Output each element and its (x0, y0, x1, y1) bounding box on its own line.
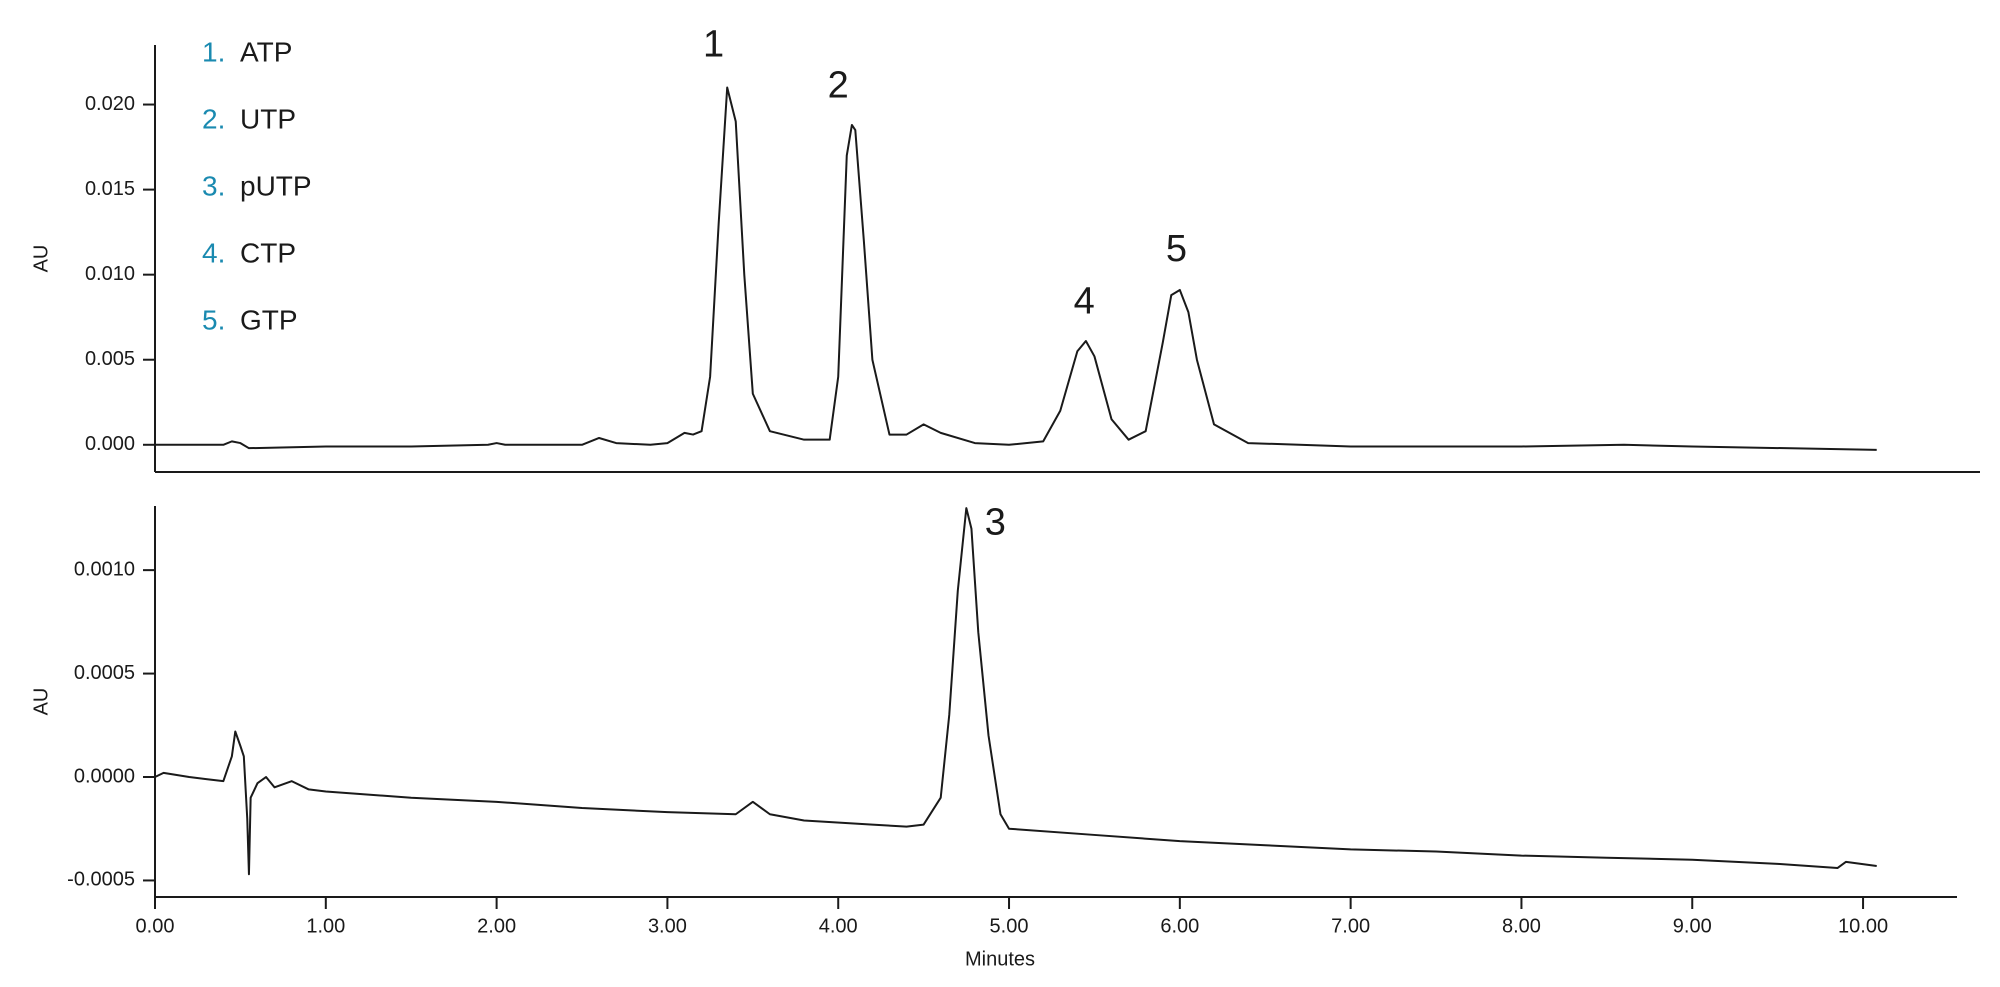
x-tick-label: 10.00 (1838, 915, 1888, 937)
y-tick-label: 0.0010 (74, 558, 135, 580)
legend-number: 5. (202, 304, 225, 335)
legend-label: UTP (240, 103, 296, 134)
y-tick-label: 0.015 (85, 178, 135, 200)
legend-label: CTP (240, 237, 296, 268)
trace (154, 507, 1877, 876)
legend-number: 4. (202, 237, 225, 268)
x-tick-label: 3.00 (648, 915, 687, 937)
legend-label: GTP (240, 304, 298, 335)
x-tick-label: 9.00 (1673, 915, 1712, 937)
y-tick-label: 0.005 (85, 348, 135, 370)
y-axis-title: AU (30, 688, 52, 716)
legend-number: 3. (202, 170, 225, 201)
peak-label: 1 (703, 24, 724, 66)
x-axis-title: Minutes (965, 948, 1035, 970)
y-tick-label: 0.0005 (74, 662, 135, 684)
x-tick-label: 6.00 (1160, 915, 1199, 937)
legend-number: 2. (202, 103, 225, 134)
x-tick-label: 1.00 (306, 915, 345, 937)
legend-label: ATP (240, 36, 292, 67)
legend-number: 1. (202, 36, 225, 67)
x-tick-label: 5.00 (990, 915, 1029, 937)
peak-label: 4 (1074, 281, 1095, 323)
y-tick-label: 0.000 (85, 433, 135, 455)
y-tick-label: 0.020 (85, 93, 135, 115)
legend-label: pUTP (240, 170, 312, 201)
peak-label: 5 (1166, 228, 1187, 270)
y-axis-title: AU (30, 245, 52, 273)
x-tick-label: 7.00 (1331, 915, 1370, 937)
y-tick-label: 0.0000 (74, 765, 135, 787)
peak-label: 2 (828, 65, 849, 107)
y-tick-label: -0.0005 (67, 869, 135, 891)
x-tick-label: 2.00 (477, 915, 516, 937)
trace (155, 86, 1877, 451)
peak-label: 3 (985, 502, 1006, 544)
x-tick-label: 4.00 (819, 915, 858, 937)
y-tick-label: 0.010 (85, 263, 135, 285)
x-tick-label: 0.00 (136, 915, 175, 937)
x-tick-label: 8.00 (1502, 915, 1541, 937)
